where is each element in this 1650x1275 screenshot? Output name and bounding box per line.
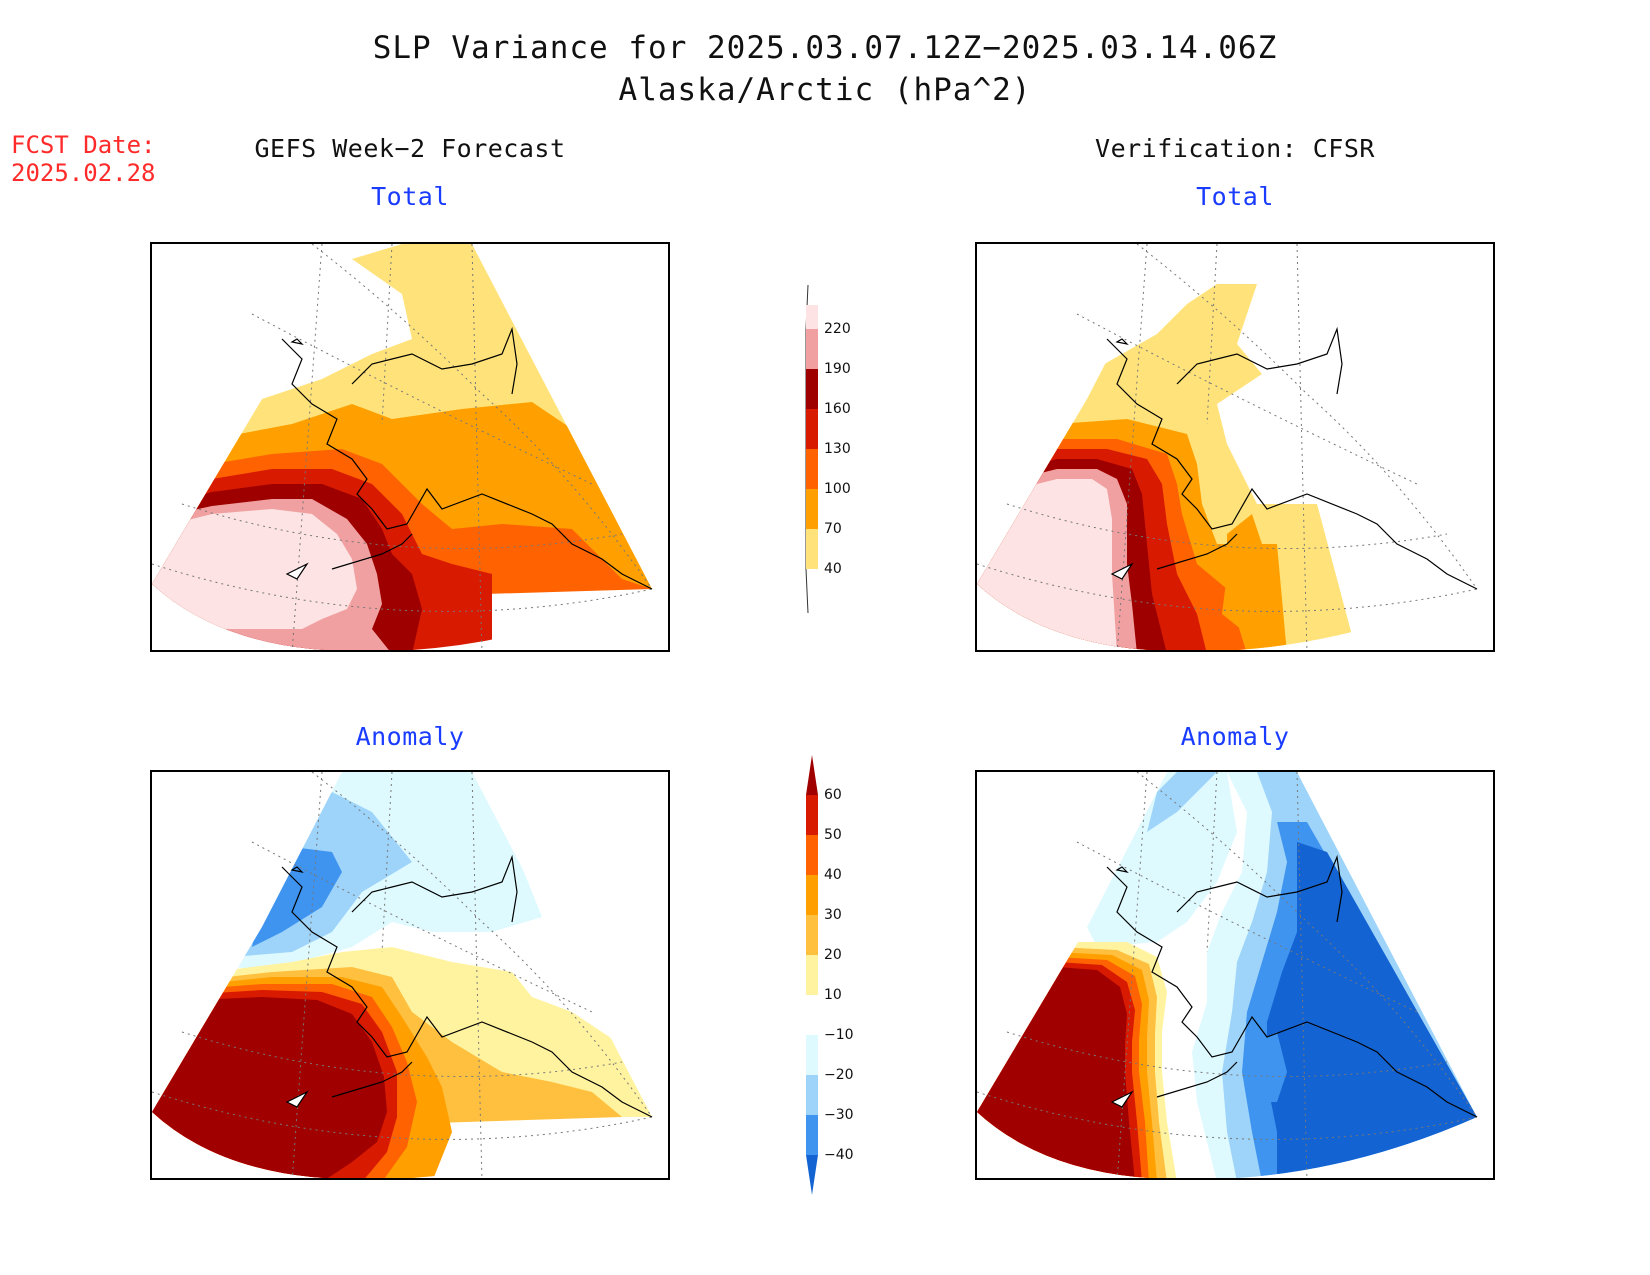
colorbar-anomaly-swatch-11 <box>806 1155 818 1195</box>
colorbar-anomaly-label: 40 <box>824 867 842 883</box>
colorbar-anomaly-swatch-8 <box>806 1035 818 1075</box>
colorbar-total-swatch-7 <box>806 529 818 569</box>
colorbar-anomaly-swatch-5 <box>806 915 818 955</box>
colorbar-anomaly-swatch-1 <box>806 755 818 795</box>
colorbar-anomaly-swatch-2 <box>806 795 818 835</box>
colorbar-anomaly-swatch-9 <box>806 1075 818 1115</box>
colorbar-anomaly-label: −40 <box>824 1147 854 1163</box>
colorbar-anomaly-label: 50 <box>824 827 842 843</box>
chart-subtitle: Alaska/Arctic (hPa^2) <box>618 72 1032 108</box>
colorbar-anomaly-swatch-6 <box>806 955 818 995</box>
colorbar-anomaly-label: −10 <box>824 1027 854 1043</box>
map-forecast-total <box>150 242 670 652</box>
colorbar-anomaly-label: 10 <box>824 987 842 1003</box>
left-column-header: GEFS Week−2 Forecast <box>254 134 566 163</box>
colorbar-total-label: 130 <box>824 441 851 457</box>
colorbar-total-label: 220 <box>824 321 851 337</box>
colorbar-anomaly-label: 30 <box>824 907 842 923</box>
colorbar-total-label: 70 <box>824 521 842 537</box>
panel-title-forecast-anomaly: Anomaly <box>355 722 465 751</box>
right-column-header: Verification: CFSR <box>1095 134 1375 163</box>
colorbar-total-label: 190 <box>824 361 851 377</box>
panel-title-forecast-total: Total <box>371 182 449 211</box>
colorbar-anomaly-label: −20 <box>824 1067 854 1083</box>
colorbar-total-label: 100 <box>824 481 851 497</box>
colorbar-total-label: 40 <box>824 561 842 577</box>
fcst-date-value: 2025.02.28 <box>11 159 156 187</box>
colorbar-total-swatch-4 <box>806 409 818 449</box>
colorbar-anomaly-label: 20 <box>824 947 842 963</box>
chart-title: SLP Variance for 2025.03.07.12Z−2025.03.… <box>372 30 1278 66</box>
colorbar-total-swatch-3 <box>806 369 818 409</box>
fcst-date-label: FCST Date: <box>11 131 156 159</box>
colorbar-anomaly-swatch-7 <box>806 995 818 1035</box>
panel-title-verification-anomaly: Anomaly <box>1180 722 1290 751</box>
colorbar-anomaly: 60 50 40 30 20 10 −10 −20 −30 −40 <box>800 755 880 1205</box>
colorbar-anomaly-swatch-3 <box>806 835 818 875</box>
panel-title-verification-total: Total <box>1196 182 1274 211</box>
colorbar-total-swatch-1 <box>806 305 818 329</box>
colorbar-anomaly-swatch-10 <box>806 1115 818 1155</box>
colorbar-anomaly-label: 60 <box>824 787 842 803</box>
colorbar-total-swatch-6 <box>806 489 818 529</box>
colorbar-total: 220 190 160 130 100 70 40 <box>800 285 880 615</box>
map-forecast-anomaly <box>150 770 670 1180</box>
colorbar-anomaly-label: −30 <box>824 1107 854 1123</box>
map-verification-total <box>975 242 1495 652</box>
colorbar-total-swatch-5 <box>806 449 818 489</box>
map-verification-anomaly <box>975 770 1495 1180</box>
colorbar-total-swatch-2 <box>806 329 818 369</box>
colorbar-anomaly-swatch-4 <box>806 875 818 915</box>
colorbar-total-label: 160 <box>824 401 851 417</box>
